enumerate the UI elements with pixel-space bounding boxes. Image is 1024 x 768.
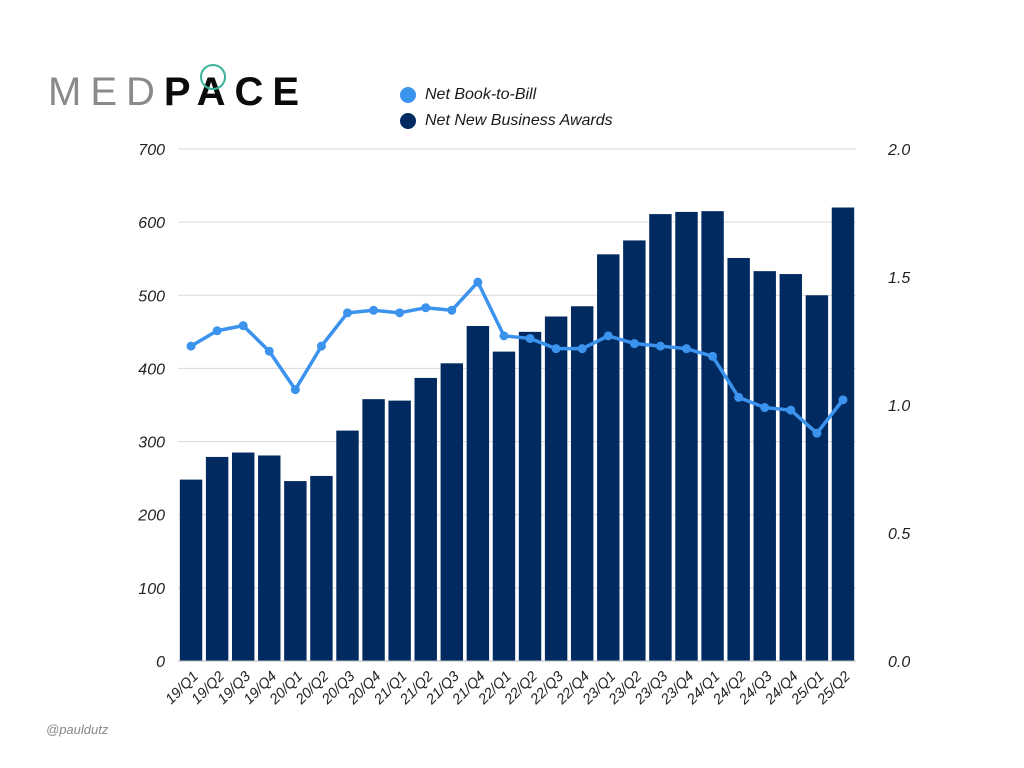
line-point	[499, 331, 509, 341]
line-point	[395, 308, 405, 318]
bar	[440, 363, 464, 661]
logo-text-med: MED	[48, 70, 164, 114]
y-tick-label-left: 300	[138, 435, 165, 452]
bar	[388, 400, 411, 661]
logo-ring-icon	[199, 64, 226, 90]
y-tick-label-right: 0.5	[888, 526, 910, 543]
y-tick-label-left: 500	[138, 288, 165, 305]
line-point	[186, 341, 196, 351]
line-point	[838, 395, 848, 405]
bar	[779, 274, 803, 661]
y-tick-label-right: 1.0	[888, 398, 910, 415]
y-tick-label-left: 600	[138, 215, 165, 232]
line-point	[421, 303, 431, 313]
bar	[649, 214, 672, 661]
legend-swatch-book-to-bill	[400, 87, 416, 103]
line-point	[812, 428, 822, 438]
legend-item-book-to-bill: Net Book-to-Bill	[400, 82, 613, 108]
bar	[310, 475, 333, 661]
y-tick-label-left: 100	[138, 581, 165, 598]
bar	[701, 211, 724, 661]
line-point	[290, 385, 300, 395]
bar	[544, 316, 568, 661]
line-point	[369, 305, 379, 315]
bar	[597, 254, 620, 661]
bar	[414, 377, 437, 661]
line-point	[786, 405, 796, 415]
line-point	[343, 308, 352, 318]
bar	[805, 295, 829, 661]
line-point	[603, 331, 613, 341]
line-point	[551, 344, 561, 354]
bar	[258, 455, 281, 661]
line-point	[655, 341, 665, 351]
line-point	[682, 344, 691, 354]
bar	[231, 452, 255, 661]
bar	[205, 456, 229, 661]
line-point	[760, 403, 770, 413]
bar	[753, 271, 776, 661]
line-point	[734, 392, 744, 402]
legend-item-awards: Net New Business Awards	[400, 108, 613, 134]
bar	[623, 240, 646, 661]
line-point	[525, 333, 535, 343]
y-tick-label-right: 0.0	[888, 654, 910, 671]
line-point	[708, 351, 718, 361]
bar	[466, 326, 490, 661]
y-tick-label-left: 0	[156, 654, 165, 671]
bar	[336, 430, 359, 661]
chart-legend: Net Book-to-Bill Net New Business Awards	[400, 82, 613, 134]
line-point	[316, 341, 326, 351]
line-point	[473, 277, 483, 287]
y-tick-label-left: 400	[138, 361, 165, 378]
line-point	[629, 339, 639, 349]
author-credit: @pauldutz	[46, 722, 109, 737]
line-point	[447, 305, 457, 315]
legend-swatch-awards	[400, 113, 416, 129]
bar	[570, 306, 594, 661]
y-tick-label-right: 1.5	[888, 270, 910, 287]
bar	[362, 399, 385, 661]
logo-text-pace: PACE	[163, 64, 309, 114]
bar	[518, 331, 542, 661]
legend-label-book-to-bill: Net Book-to-Bill	[425, 86, 537, 103]
bar	[492, 351, 516, 661]
y-tick-label-right: 2.0	[887, 142, 910, 159]
y-tick-label-left: 200	[137, 508, 165, 525]
bar	[284, 481, 307, 661]
y-tick-label-left: 700	[138, 142, 165, 159]
line-point	[264, 346, 274, 356]
bar	[675, 211, 698, 661]
line-point	[212, 326, 222, 336]
bar	[179, 479, 203, 661]
bar	[831, 207, 855, 661]
line-point	[577, 344, 587, 354]
bar	[727, 257, 750, 661]
series-line-book-to-bill	[190, 280, 845, 435]
logo-text-pace-label: PACE	[163, 70, 309, 114]
medpace-logo: MED PACE	[48, 64, 309, 114]
legend-label-awards: Net New Business Awards	[425, 112, 613, 129]
line-point	[238, 321, 248, 331]
